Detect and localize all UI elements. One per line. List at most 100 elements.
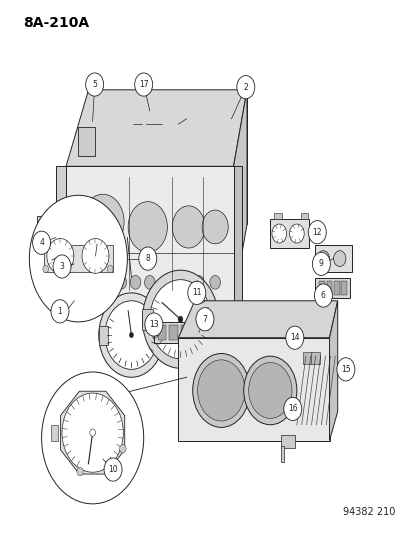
Text: 2: 2 — [243, 83, 247, 92]
Text: 10: 10 — [108, 465, 118, 474]
Circle shape — [29, 195, 127, 322]
Polygon shape — [329, 301, 337, 441]
FancyBboxPatch shape — [43, 245, 113, 272]
Circle shape — [193, 276, 204, 289]
Circle shape — [53, 255, 71, 278]
Circle shape — [192, 353, 249, 427]
Circle shape — [172, 206, 204, 248]
Polygon shape — [178, 338, 329, 441]
FancyBboxPatch shape — [318, 281, 324, 295]
Text: 13: 13 — [149, 320, 158, 329]
Text: 5: 5 — [92, 80, 97, 89]
Polygon shape — [66, 90, 247, 166]
Circle shape — [101, 276, 112, 289]
Circle shape — [195, 308, 214, 331]
Polygon shape — [56, 166, 66, 301]
Polygon shape — [60, 391, 124, 474]
Text: 4: 4 — [39, 238, 44, 247]
FancyBboxPatch shape — [208, 309, 218, 330]
Circle shape — [82, 239, 109, 273]
FancyBboxPatch shape — [142, 309, 152, 330]
Circle shape — [138, 247, 157, 270]
Circle shape — [104, 301, 158, 369]
Circle shape — [85, 73, 103, 96]
FancyBboxPatch shape — [203, 325, 211, 341]
Text: 8: 8 — [145, 254, 150, 263]
Circle shape — [99, 293, 164, 377]
Circle shape — [161, 276, 171, 289]
FancyBboxPatch shape — [314, 245, 351, 272]
Text: 15: 15 — [340, 365, 350, 374]
FancyBboxPatch shape — [280, 446, 283, 462]
Circle shape — [187, 99, 202, 118]
Circle shape — [134, 73, 152, 96]
Text: 17: 17 — [138, 80, 148, 89]
Circle shape — [81, 194, 124, 249]
Circle shape — [145, 313, 162, 336]
FancyBboxPatch shape — [314, 278, 349, 298]
Circle shape — [144, 276, 155, 289]
Circle shape — [313, 284, 332, 307]
Circle shape — [62, 393, 123, 472]
Text: 7: 7 — [202, 315, 207, 324]
FancyBboxPatch shape — [38, 216, 54, 243]
FancyBboxPatch shape — [300, 213, 308, 219]
Circle shape — [312, 252, 330, 276]
Circle shape — [129, 333, 133, 338]
Circle shape — [188, 281, 205, 304]
FancyBboxPatch shape — [78, 127, 95, 156]
Circle shape — [308, 221, 325, 244]
Polygon shape — [88, 90, 247, 224]
Circle shape — [197, 360, 244, 421]
FancyBboxPatch shape — [99, 326, 107, 344]
Circle shape — [40, 226, 50, 239]
Circle shape — [47, 239, 74, 273]
FancyBboxPatch shape — [180, 325, 189, 341]
Circle shape — [87, 276, 98, 289]
Circle shape — [316, 251, 329, 266]
Circle shape — [51, 300, 69, 323]
Circle shape — [107, 265, 113, 273]
Circle shape — [33, 231, 50, 254]
Circle shape — [41, 372, 143, 504]
FancyBboxPatch shape — [192, 325, 200, 341]
Circle shape — [161, 107, 171, 120]
Polygon shape — [233, 90, 247, 301]
Circle shape — [283, 397, 301, 421]
Circle shape — [333, 251, 345, 266]
Text: 11: 11 — [192, 288, 201, 297]
FancyBboxPatch shape — [154, 322, 217, 343]
FancyBboxPatch shape — [270, 219, 309, 248]
Circle shape — [236, 76, 254, 99]
Circle shape — [142, 270, 218, 368]
Circle shape — [90, 429, 95, 437]
FancyBboxPatch shape — [333, 281, 339, 295]
Text: 6: 6 — [320, 291, 325, 300]
FancyBboxPatch shape — [280, 435, 294, 448]
Circle shape — [243, 356, 296, 425]
Text: 3: 3 — [59, 262, 64, 271]
FancyBboxPatch shape — [50, 425, 58, 441]
FancyBboxPatch shape — [274, 213, 281, 219]
Circle shape — [248, 362, 291, 418]
Polygon shape — [66, 166, 233, 301]
Circle shape — [289, 224, 304, 243]
Text: 16: 16 — [287, 405, 297, 414]
Circle shape — [177, 276, 188, 289]
FancyBboxPatch shape — [158, 325, 166, 341]
Text: 14: 14 — [289, 333, 299, 342]
Circle shape — [209, 276, 220, 289]
Text: 1: 1 — [57, 307, 62, 316]
FancyBboxPatch shape — [155, 326, 164, 344]
Polygon shape — [178, 301, 337, 338]
Circle shape — [271, 224, 286, 243]
Circle shape — [202, 210, 228, 244]
Circle shape — [130, 276, 140, 289]
Circle shape — [77, 467, 83, 476]
Text: 9: 9 — [318, 260, 323, 268]
Text: 94382 210: 94382 210 — [342, 507, 394, 517]
Circle shape — [128, 201, 167, 252]
Circle shape — [150, 280, 211, 359]
FancyBboxPatch shape — [311, 352, 319, 364]
Circle shape — [119, 445, 126, 453]
